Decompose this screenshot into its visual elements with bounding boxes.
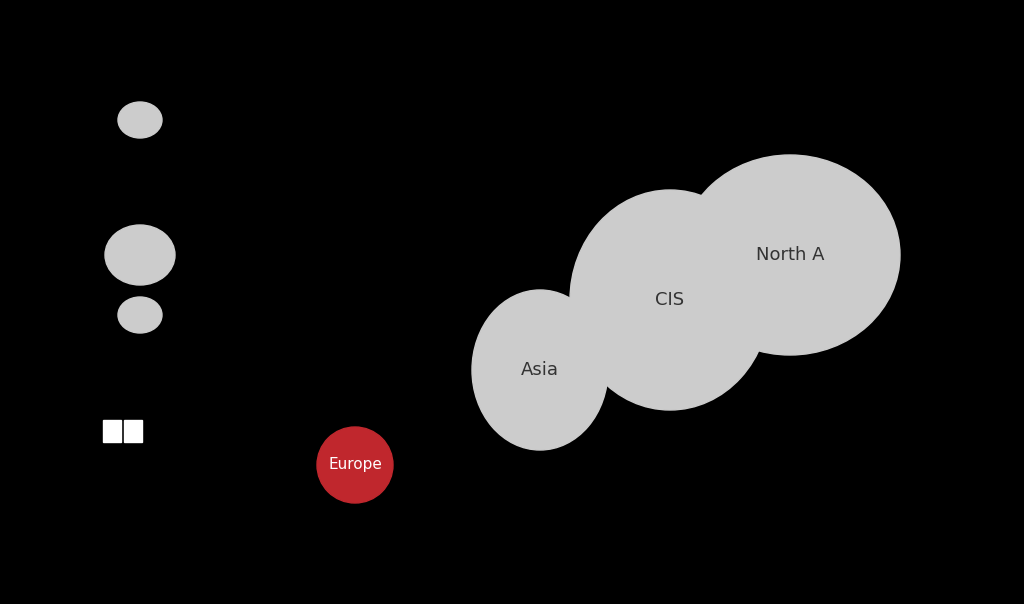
Text: Europe: Europe [328,457,382,472]
Ellipse shape [472,290,608,450]
Text: CIS: CIS [655,291,685,309]
Bar [124,420,142,442]
Bar [103,420,121,442]
Ellipse shape [118,102,162,138]
Text: Asia: Asia [521,361,559,379]
Ellipse shape [118,297,162,333]
Ellipse shape [570,190,770,410]
Ellipse shape [105,225,175,285]
Ellipse shape [317,427,393,503]
Ellipse shape [680,155,900,355]
Text: North A: North A [756,246,824,264]
